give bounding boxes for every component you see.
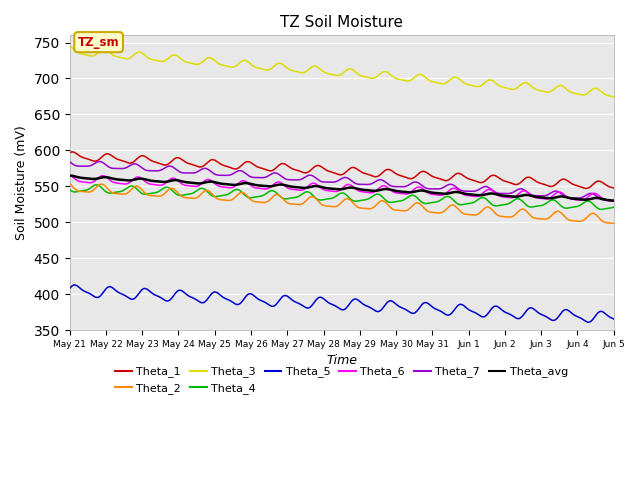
X-axis label: Time: Time <box>326 354 357 367</box>
Y-axis label: Soil Moisture (mV): Soil Moisture (mV) <box>15 125 28 240</box>
Legend: Theta_1, Theta_2, Theta_3, Theta_4, Theta_5, Theta_6, Theta_7, Theta_avg: Theta_1, Theta_2, Theta_3, Theta_4, Thet… <box>111 362 573 398</box>
Text: TZ_sm: TZ_sm <box>78 36 120 48</box>
Title: TZ Soil Moisture: TZ Soil Moisture <box>280 15 403 30</box>
